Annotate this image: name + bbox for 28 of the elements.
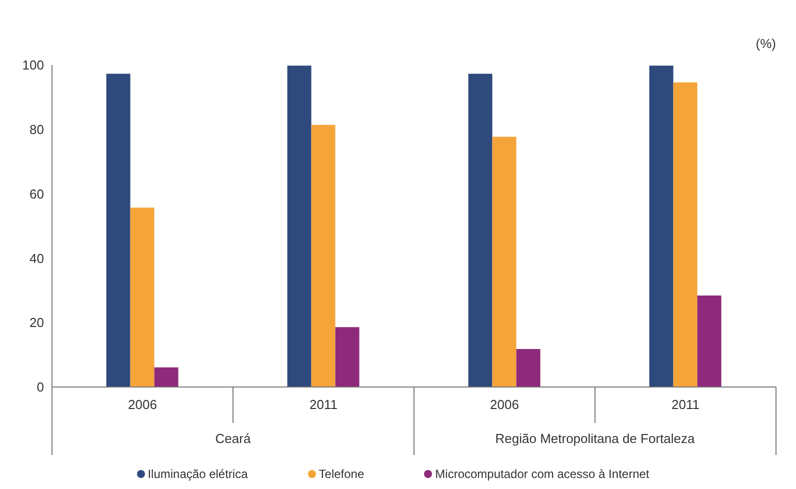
legend-label: Telefone bbox=[318, 467, 364, 481]
bar bbox=[649, 66, 674, 387]
bar bbox=[335, 327, 360, 387]
legend-label: Iluminação elétrica bbox=[146, 467, 248, 481]
y-axis-title: (%) bbox=[756, 36, 776, 51]
bar bbox=[468, 74, 492, 387]
bar bbox=[154, 367, 178, 387]
y-tick-label: 60 bbox=[30, 186, 44, 202]
bar bbox=[697, 296, 722, 387]
y-tick-label: 0 bbox=[36, 380, 44, 395]
bar bbox=[287, 66, 312, 387]
bar bbox=[673, 82, 698, 387]
bar bbox=[311, 124, 336, 387]
x-tick-label: 2011 bbox=[672, 397, 700, 412]
x-tick-label: 2006 bbox=[128, 397, 157, 412]
y-tick-label: 80 bbox=[30, 122, 44, 138]
x-tick-label: 2011 bbox=[310, 397, 338, 412]
bar bbox=[106, 74, 130, 387]
bar bbox=[492, 136, 516, 387]
bar bbox=[516, 349, 540, 387]
legend-label: Microcomputador com acesso à Internet bbox=[434, 467, 650, 481]
bar bbox=[130, 208, 154, 387]
y-tick-label: 40 bbox=[30, 250, 44, 266]
y-tick-label: 20 bbox=[30, 315, 44, 330]
text: Ceará bbox=[215, 431, 252, 446]
text: Região Metropolitana de Fortaleza bbox=[495, 431, 696, 446]
x-tick-label: 2006 bbox=[490, 397, 519, 412]
y-tick-label: 100 bbox=[22, 58, 44, 73]
